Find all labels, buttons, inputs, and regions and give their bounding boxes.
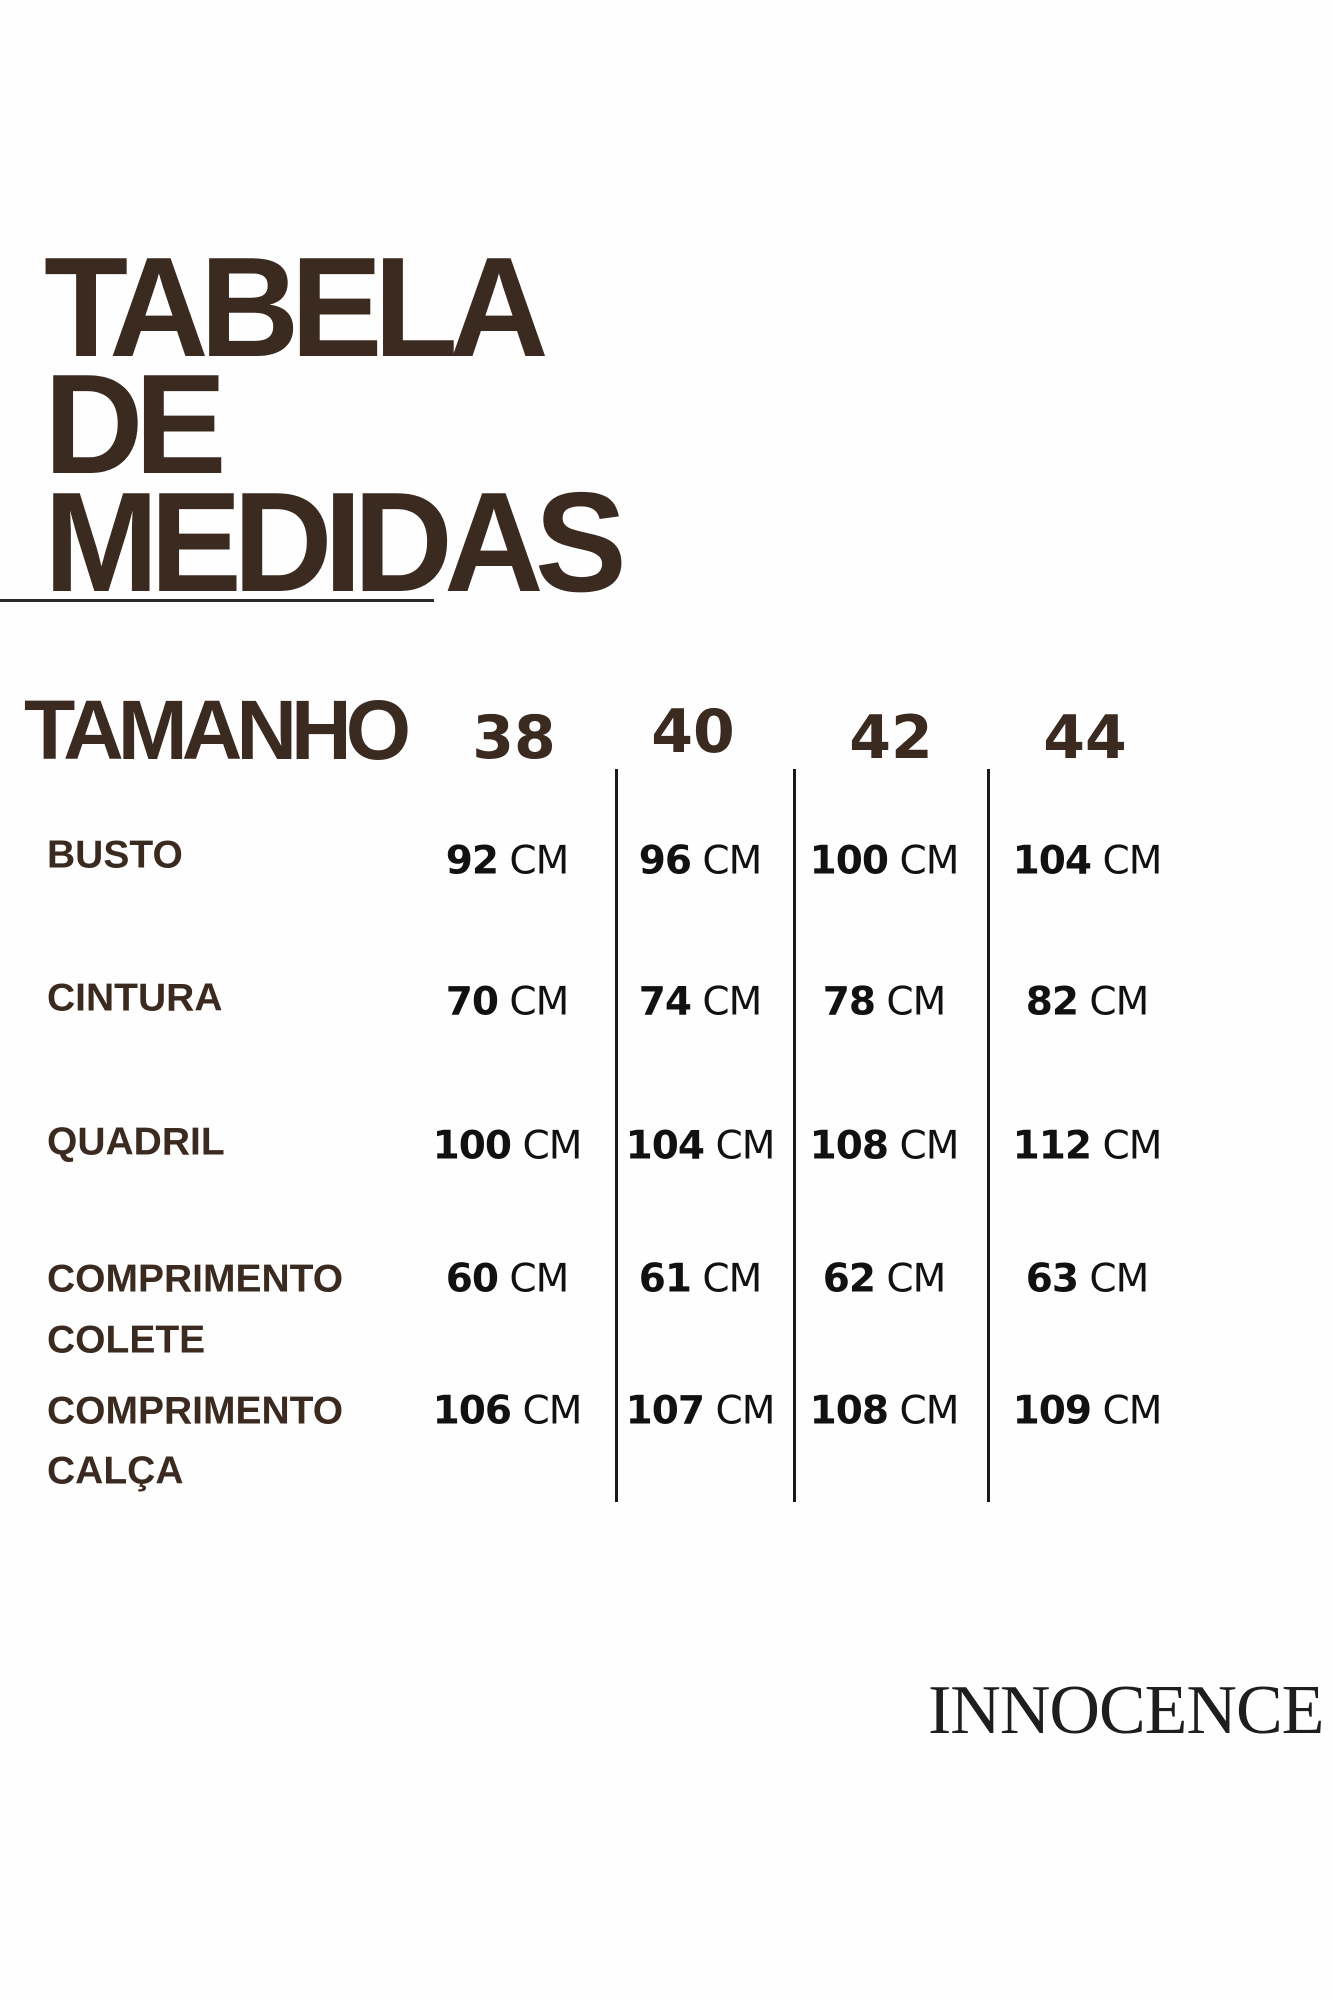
- measurement-cell: 112 CM: [1012, 1123, 1163, 1169]
- measurement-value: 92: [445, 838, 499, 884]
- measurement-value: 62: [822, 1256, 876, 1302]
- measurement-value: 109: [1012, 1388, 1092, 1434]
- measurement-value: 63: [1025, 1256, 1079, 1302]
- size-42: 42: [849, 703, 933, 773]
- row-label: QUADRIL: [47, 1120, 225, 1164]
- measurement-cell: 96 CM: [638, 838, 763, 884]
- measurement-cell: 104 CM: [625, 1123, 776, 1169]
- size-44: 44: [1043, 703, 1127, 773]
- measurement-unit: CM: [1102, 838, 1162, 884]
- measurement-cell: 63 CM: [1025, 1256, 1150, 1302]
- measurement-cell: 109 CM: [1012, 1388, 1163, 1434]
- measurement-unit: CM: [522, 1388, 582, 1434]
- measurement-value: 70: [445, 979, 499, 1025]
- row-label-line-2: CALÇA: [47, 1449, 184, 1493]
- row-label: CINTURA: [47, 976, 223, 1020]
- row-label-line-2: COLETE: [47, 1318, 206, 1362]
- measurement-cell: 108 CM: [809, 1388, 960, 1434]
- measurement-value: 60: [445, 1256, 499, 1302]
- measurement-cell: 82 CM: [1025, 979, 1150, 1025]
- column-divider: [615, 769, 618, 1502]
- measurement-value: 82: [1025, 979, 1079, 1025]
- measurement-value: 100: [432, 1123, 512, 1169]
- title-line-2: DE: [44, 345, 227, 504]
- measurement-cell: 62 CM: [822, 1256, 947, 1302]
- measurement-unit: CM: [702, 1256, 762, 1302]
- measurement-cell: 92 CM: [445, 838, 570, 884]
- row-label: BUSTO: [47, 833, 183, 877]
- measurement-value: 108: [809, 1388, 889, 1434]
- measurement-unit: CM: [715, 1123, 775, 1169]
- measurement-cell: 61 CM: [638, 1256, 763, 1302]
- row-label: COMPRIMENTO: [47, 1257, 344, 1301]
- title-divider: [0, 599, 434, 602]
- column-divider: [793, 769, 796, 1502]
- measurement-unit: CM: [899, 838, 959, 884]
- brand-logo: INNOCENCE: [928, 1672, 1324, 1749]
- measurement-cell: 60 CM: [445, 1256, 570, 1302]
- measurement-unit: CM: [899, 1123, 959, 1169]
- title-line-3: MEDIDAS: [44, 463, 627, 622]
- measurement-cell: 108 CM: [809, 1123, 960, 1169]
- measurement-unit: CM: [509, 1256, 569, 1302]
- measurement-cell: 74 CM: [638, 979, 763, 1025]
- measurement-value: 104: [625, 1123, 705, 1169]
- measurement-value: 108: [809, 1123, 889, 1169]
- measurement-unit: CM: [886, 979, 946, 1025]
- measurement-cell: 100 CM: [809, 838, 960, 884]
- measurement-unit: CM: [702, 838, 762, 884]
- size-header-label: TAMANHO: [24, 683, 411, 777]
- measurement-value: 106: [432, 1388, 512, 1434]
- measurement-cell: 70 CM: [445, 979, 570, 1025]
- measurement-unit: CM: [899, 1388, 959, 1434]
- measurement-unit: CM: [509, 979, 569, 1025]
- measurement-value: 104: [1012, 838, 1092, 884]
- measurement-unit: CM: [1102, 1388, 1162, 1434]
- measurement-value: 78: [822, 979, 876, 1025]
- column-divider: [987, 769, 990, 1502]
- measurement-cell: 107 CM: [625, 1388, 776, 1434]
- measurement-cell: 100 CM: [432, 1123, 583, 1169]
- size-38: 38: [472, 703, 556, 773]
- measurement-cell: 106 CM: [432, 1388, 583, 1434]
- measurement-value: 74: [638, 979, 692, 1025]
- measurement-unit: CM: [522, 1123, 582, 1169]
- measurement-unit: CM: [886, 1256, 946, 1302]
- measurement-value: 61: [638, 1256, 692, 1302]
- measurement-value: 112: [1012, 1123, 1092, 1169]
- measurement-unit: CM: [1089, 1256, 1149, 1302]
- measurement-value: 107: [625, 1388, 705, 1434]
- measurement-cell: 78 CM: [822, 979, 947, 1025]
- measurement-unit: CM: [509, 838, 569, 884]
- measurement-value: 100: [809, 838, 889, 884]
- measurement-unit: CM: [1089, 979, 1149, 1025]
- measurement-unit: CM: [702, 979, 762, 1025]
- title-line-1: TABELA: [44, 228, 549, 387]
- size-40: 40: [651, 697, 735, 767]
- measurement-unit: CM: [1102, 1123, 1162, 1169]
- row-label: COMPRIMENTO: [47, 1389, 344, 1433]
- measurement-cell: 104 CM: [1012, 838, 1163, 884]
- measurement-unit: CM: [715, 1388, 775, 1434]
- measurement-value: 96: [638, 838, 692, 884]
